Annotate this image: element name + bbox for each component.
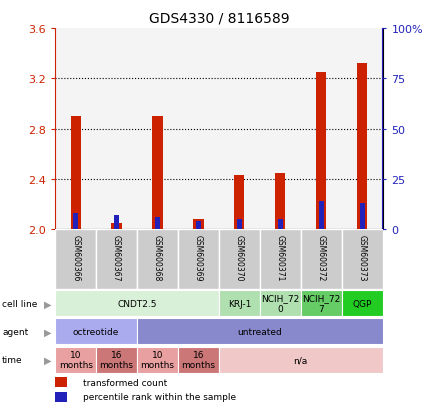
Bar bbox=[55, 291, 219, 316]
Bar bbox=[196, 222, 201, 230]
Bar bbox=[114, 216, 119, 230]
Bar bbox=[342, 230, 383, 290]
Bar bbox=[55, 230, 96, 290]
Bar bbox=[73, 214, 78, 230]
Text: agent: agent bbox=[2, 327, 28, 336]
Text: transformed count: transformed count bbox=[83, 377, 167, 387]
Text: untreated: untreated bbox=[238, 327, 282, 336]
Bar bbox=[360, 204, 365, 230]
Text: n/a: n/a bbox=[294, 355, 308, 364]
Bar bbox=[260, 230, 300, 290]
Text: ▶: ▶ bbox=[43, 327, 51, 337]
Bar bbox=[155, 218, 160, 230]
Text: cell line: cell line bbox=[2, 299, 37, 308]
Text: 16
months: 16 months bbox=[181, 350, 215, 369]
Bar bbox=[111, 223, 122, 230]
Bar bbox=[55, 347, 96, 373]
Text: GSM600368: GSM600368 bbox=[153, 235, 162, 281]
Bar bbox=[342, 291, 383, 316]
Bar bbox=[357, 64, 367, 230]
Bar bbox=[260, 291, 300, 316]
Bar bbox=[71, 117, 81, 230]
Text: KRJ-1: KRJ-1 bbox=[228, 299, 251, 308]
Text: GSM600373: GSM600373 bbox=[357, 235, 366, 281]
Text: 16
months: 16 months bbox=[99, 350, 133, 369]
Bar bbox=[137, 347, 178, 373]
Text: GSM600369: GSM600369 bbox=[194, 235, 203, 281]
Bar bbox=[55, 392, 67, 401]
Text: ▶: ▶ bbox=[43, 355, 51, 365]
Bar bbox=[178, 230, 219, 290]
Bar bbox=[316, 73, 326, 230]
Title: GDS4330 / 8116589: GDS4330 / 8116589 bbox=[149, 11, 289, 25]
Bar bbox=[275, 173, 285, 230]
Text: QGP: QGP bbox=[352, 299, 372, 308]
Text: time: time bbox=[2, 355, 23, 364]
Bar bbox=[55, 319, 137, 344]
Text: 10
months: 10 months bbox=[141, 350, 175, 369]
Text: NCIH_72
0: NCIH_72 0 bbox=[261, 294, 299, 313]
Bar bbox=[178, 347, 219, 373]
Text: percentile rank within the sample: percentile rank within the sample bbox=[83, 392, 236, 401]
Text: GSM600366: GSM600366 bbox=[71, 235, 80, 281]
Bar bbox=[219, 347, 382, 373]
Text: CNDT2.5: CNDT2.5 bbox=[117, 299, 157, 308]
Bar bbox=[237, 220, 242, 230]
Bar bbox=[219, 230, 260, 290]
Text: GSM600372: GSM600372 bbox=[317, 235, 326, 281]
Bar bbox=[234, 176, 244, 230]
Text: GSM600371: GSM600371 bbox=[276, 235, 285, 281]
Text: NCIH_72
7: NCIH_72 7 bbox=[302, 294, 340, 313]
Text: GSM600370: GSM600370 bbox=[235, 235, 244, 281]
Bar bbox=[278, 220, 283, 230]
Bar bbox=[137, 319, 382, 344]
Bar bbox=[219, 291, 260, 316]
Bar bbox=[193, 220, 204, 230]
Text: 10
months: 10 months bbox=[59, 350, 93, 369]
Bar bbox=[153, 117, 163, 230]
Bar bbox=[300, 291, 342, 316]
Bar bbox=[96, 347, 137, 373]
Bar bbox=[319, 202, 323, 230]
Text: ▶: ▶ bbox=[43, 299, 51, 309]
Bar bbox=[55, 377, 67, 387]
Bar bbox=[137, 230, 178, 290]
Text: octreotide: octreotide bbox=[73, 327, 119, 336]
Bar bbox=[300, 230, 342, 290]
Text: GSM600367: GSM600367 bbox=[112, 235, 121, 281]
Bar bbox=[96, 230, 137, 290]
